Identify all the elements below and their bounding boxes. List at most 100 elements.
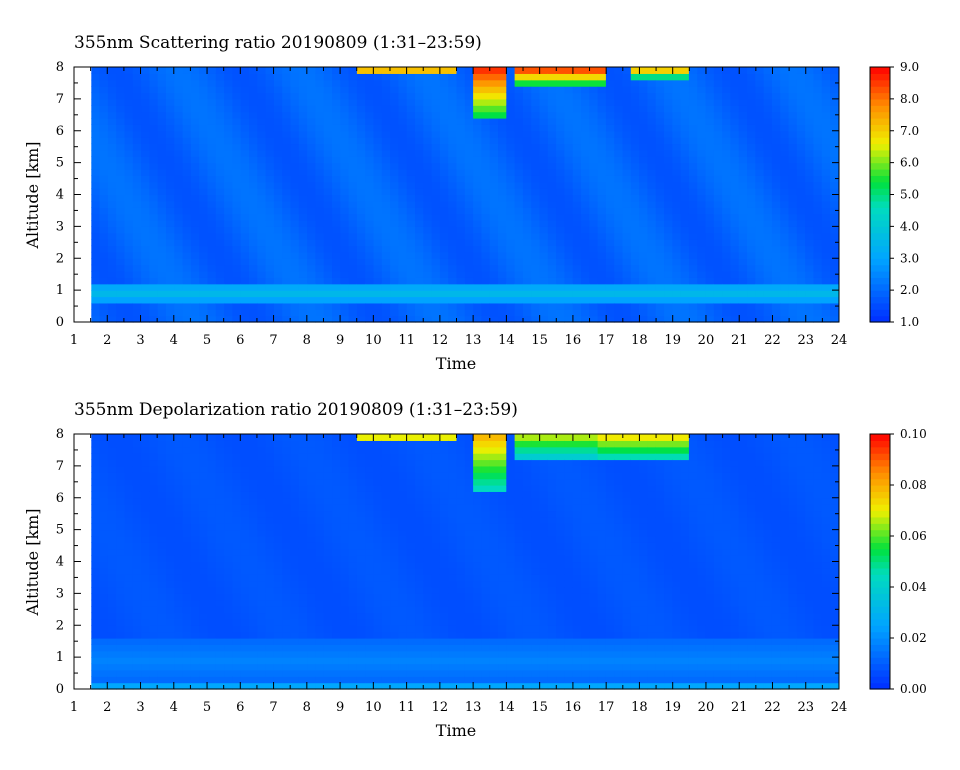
field-cell [423,124,433,132]
field-cell [639,156,649,164]
field-cell [431,271,441,278]
field-cell [298,510,308,518]
field-cell [448,232,458,240]
field-cell [141,459,150,467]
colorbar-segment [870,175,890,183]
field-cell [498,258,507,266]
field-cell [605,86,615,94]
field-cell [830,232,839,240]
field-cell [116,213,126,221]
field-cell [415,232,424,240]
field-cell [249,593,258,601]
field-cell [298,523,308,531]
field-cell [124,149,134,157]
field-cell [830,213,839,221]
field-cell [199,631,209,639]
field-cell [224,251,233,259]
field-cell [91,593,101,601]
field-cell [290,453,300,461]
field-cell [473,220,483,227]
field-cell [639,213,649,221]
field-cell [99,226,109,234]
field-cell [713,251,723,259]
field-cell [141,162,150,170]
field-cell [423,302,433,310]
field-cell [771,67,781,74]
field-cell [572,188,582,196]
field-cell [124,207,134,215]
field-cell [423,309,433,317]
field-cell [722,111,732,119]
field-cell [672,92,682,100]
field-cell [788,220,798,227]
field-cell [556,130,566,138]
field-cell [240,434,250,441]
field-cell [464,92,474,100]
field-cell [647,213,657,221]
field-cell [680,92,690,100]
field-cell [166,529,175,537]
field-cell [373,156,383,164]
field-cell [771,283,781,291]
field-cell [423,137,433,145]
field-cell [680,194,690,202]
field-cell [124,290,134,298]
field-cell [116,523,126,531]
field-cell [398,207,408,215]
field-cell [481,86,491,94]
field-cell [307,245,317,253]
field-cell [282,612,292,620]
field-cell [473,226,483,234]
field-cell [224,213,233,221]
field-cell [473,213,483,221]
field-cell [747,264,756,272]
field-cell [99,271,109,278]
field-cell [91,232,101,240]
field-cell [539,283,549,291]
field-cell [166,625,175,633]
field-cell [473,194,483,202]
field-cell [572,251,582,259]
field-cell [423,79,433,87]
field-cell [639,73,649,81]
field-cell [249,309,258,317]
field-cell [597,296,607,304]
field-cell [224,593,233,601]
field-cell [415,111,424,119]
field-cell [655,239,665,247]
field-cell [464,232,474,240]
field-cell [332,290,341,298]
field-cell [323,440,333,448]
field-cell [680,162,690,170]
field-cell [531,220,541,227]
field-cell [332,271,341,278]
field-cell [257,465,267,473]
field-cell [680,309,690,317]
field-cell [439,194,449,202]
field-cell [340,175,350,183]
field-cell [166,169,175,176]
field-cell [166,638,175,645]
field-cell [622,207,632,215]
field-cell [166,124,175,132]
field-cell [174,478,184,486]
field-cell [406,194,416,202]
field-cell [298,143,308,151]
field-cell [390,118,400,125]
field-cell [597,175,607,183]
field-cell [805,277,815,285]
field-cell [672,143,682,151]
field-cell [755,207,765,215]
field-cell [423,264,433,272]
field-cell [747,137,756,145]
field-cell [207,188,217,196]
colorbar-segment [870,277,890,285]
field-cell [224,612,233,620]
field-cell [747,92,756,100]
field-cell [456,67,466,74]
field-cell [282,440,292,448]
field-cell [207,309,217,317]
field-cell [224,162,233,170]
field-cell [390,315,400,323]
field-cell [830,239,839,247]
